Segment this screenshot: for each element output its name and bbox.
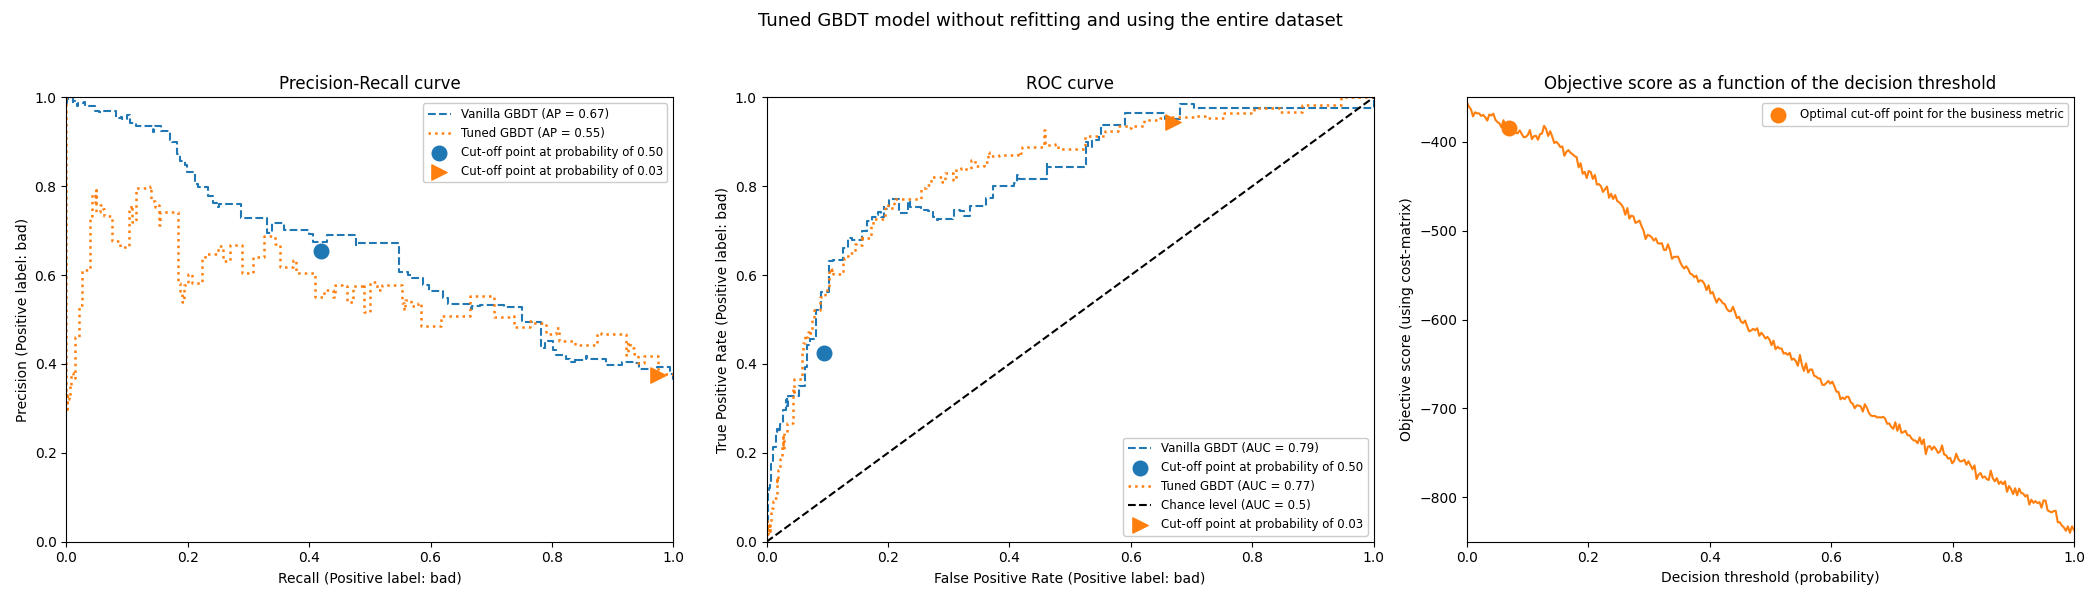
Tuned GBDT (AUC = 0.77) — [1329, 94, 1354, 101]
Y-axis label: Precision (Positive label: bad): Precision (Positive label: bad) — [15, 217, 29, 422]
Title: ROC curve: ROC curve — [1027, 75, 1115, 93]
Line: Vanilla GBDT (AP = 0.67): Vanilla GBDT (AP = 0.67) — [67, 97, 674, 380]
X-axis label: False Positive Rate (Positive label: bad): False Positive Rate (Positive label: bad… — [934, 571, 1205, 585]
Line: Tuned GBDT (AUC = 0.77): Tuned GBDT (AUC = 0.77) — [766, 97, 1373, 542]
Vanilla GBDT (AUC = 0.79) — [1361, 94, 1386, 101]
Line: Tuned GBDT (AP = 0.55): Tuned GBDT (AP = 0.55) — [67, 97, 674, 409]
Tuned GBDT (AUC = 0.77) — [914, 181, 939, 188]
Optimal cut-off point for the business metric — [1493, 124, 1527, 133]
Title: Precision-Recall curve: Precision-Recall curve — [279, 75, 460, 93]
Tuned GBDT (AP = 0.55) — [55, 405, 80, 412]
Legend: Vanilla GBDT (AP = 0.67), Tuned GBDT (AP = 0.55), Cut-off point at probability o: Vanilla GBDT (AP = 0.67), Tuned GBDT (AP… — [422, 103, 668, 182]
Line: Vanilla GBDT (AUC = 0.79): Vanilla GBDT (AUC = 0.79) — [766, 97, 1373, 542]
Cut-off point at probability of 0.50 — [304, 246, 338, 256]
Vanilla GBDT (AUC = 0.79) — [886, 209, 911, 217]
Tuned GBDT (AUC = 0.77) — [1361, 94, 1386, 101]
Text: Tuned GBDT model without refitting and using the entire dataset: Tuned GBDT model without refitting and u… — [758, 12, 1342, 30]
Y-axis label: Objective score (using cost-matrix): Objective score (using cost-matrix) — [1401, 197, 1413, 442]
Vanilla GBDT (AUC = 0.79) — [895, 197, 920, 205]
Cut-off point at probability of 0.50 — [808, 348, 842, 358]
Vanilla GBDT (AP = 0.67) — [573, 356, 598, 363]
Vanilla GBDT (AP = 0.67) — [55, 94, 80, 101]
Tuned GBDT (AP = 0.55) — [92, 212, 118, 220]
Y-axis label: True Positive Rate (Positive label: bad): True Positive Rate (Positive label: bad) — [716, 187, 729, 452]
Vanilla GBDT (AUC = 0.79) — [911, 206, 937, 214]
Vanilla GBDT (AUC = 0.79) — [754, 538, 779, 545]
Vanilla GBDT (AUC = 0.79) — [832, 244, 857, 251]
Tuned GBDT (AUC = 0.77) — [976, 153, 1002, 160]
Vanilla GBDT (AP = 0.67) — [662, 377, 687, 384]
Tuned GBDT (AUC = 0.77) — [760, 497, 785, 504]
Vanilla GBDT (AP = 0.67) — [410, 281, 435, 288]
Tuned GBDT (AUC = 0.77) — [754, 538, 779, 545]
Tuned GBDT (AP = 0.55) — [662, 374, 687, 382]
Title: Objective score as a function of the decision threshold: Objective score as a function of the dec… — [1544, 75, 1997, 93]
Tuned GBDT (AP = 0.55) — [250, 253, 275, 260]
Tuned GBDT (AUC = 0.77) — [1241, 104, 1266, 112]
Tuned GBDT (AP = 0.55) — [622, 350, 647, 357]
Vanilla GBDT (AP = 0.67) — [386, 268, 412, 275]
Tuned GBDT (AUC = 0.77) — [758, 514, 783, 521]
Vanilla GBDT (AUC = 0.79) — [924, 216, 949, 223]
X-axis label: Recall (Positive label: bad): Recall (Positive label: bad) — [277, 571, 462, 585]
Tuned GBDT (AP = 0.55) — [88, 202, 113, 209]
Tuned GBDT (AP = 0.55) — [55, 94, 80, 101]
X-axis label: Decision threshold (probability): Decision threshold (probability) — [1661, 571, 1880, 585]
Vanilla GBDT (AP = 0.67) — [435, 301, 460, 308]
Tuned GBDT (AUC = 0.77) — [832, 254, 857, 262]
Tuned GBDT (AP = 0.55) — [319, 294, 344, 301]
Legend: Vanilla GBDT (AUC = 0.79), Cut-off point at probability of 0.50, Tuned GBDT (AUC: Vanilla GBDT (AUC = 0.79), Cut-off point… — [1124, 438, 1367, 536]
Tuned GBDT (AP = 0.55) — [613, 351, 638, 358]
Legend: Optimal cut-off point for the business metric: Optimal cut-off point for the business m… — [1762, 103, 2068, 125]
Vanilla GBDT (AUC = 0.79) — [1075, 143, 1100, 151]
Cut-off point at probability of 0.03 — [1157, 117, 1191, 127]
Vanilla GBDT (AP = 0.67) — [395, 272, 420, 279]
Vanilla GBDT (AP = 0.67) — [200, 200, 225, 207]
Cut-off point at probability of 0.03 — [640, 370, 674, 380]
